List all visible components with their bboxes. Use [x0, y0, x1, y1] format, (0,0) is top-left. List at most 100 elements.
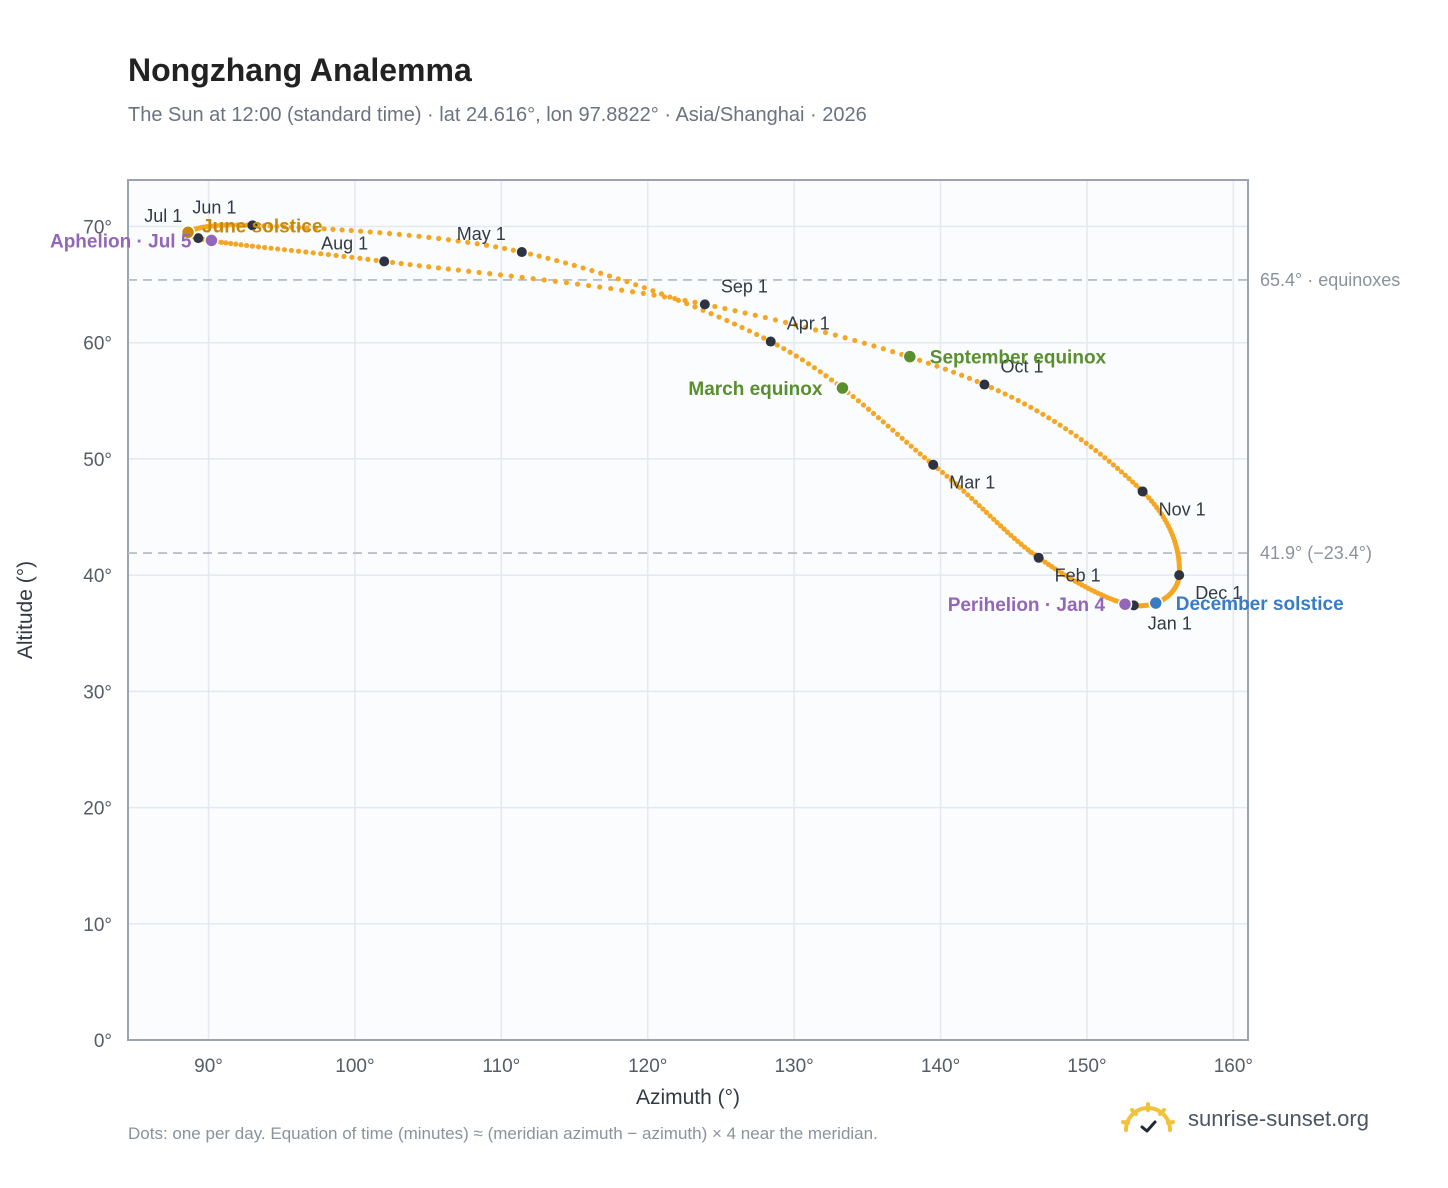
daily-dot: [991, 516, 997, 522]
daily-dot: [615, 276, 621, 282]
daily-dot: [303, 249, 309, 255]
daily-dot: [1097, 451, 1103, 457]
month-label: Sep 1: [721, 276, 768, 296]
daily-dot: [811, 365, 817, 371]
daily-dot: [904, 439, 910, 445]
month-label: Jun 1: [192, 197, 236, 217]
daily-dot: [1088, 444, 1094, 450]
daily-dot: [805, 361, 812, 367]
daily-dot: [1051, 418, 1058, 425]
daily-dot: [667, 294, 673, 300]
daily-dot: [255, 244, 262, 250]
daily-dot: [267, 223, 273, 229]
daily-dot: [761, 335, 767, 341]
daily-dot: [731, 321, 738, 327]
daily-dot: [474, 241, 480, 247]
daily-dot: [1034, 408, 1040, 414]
y-tick-label: 70°: [83, 217, 112, 238]
daily-dot: [890, 348, 896, 355]
daily-dot: [969, 495, 975, 502]
month-marker: [193, 233, 204, 244]
daily-dot: [1114, 465, 1121, 471]
event-label: September equinox: [930, 348, 1107, 369]
month-marker: [1137, 486, 1148, 497]
daily-dot: [563, 280, 570, 286]
daily-dot: [445, 237, 452, 243]
daily-dot: [802, 324, 809, 330]
daily-dot: [682, 297, 688, 304]
daily-dot: [974, 378, 980, 385]
daily-dot: [221, 222, 227, 228]
daily-dot: [1093, 447, 1099, 454]
daily-dot: [295, 248, 302, 254]
daily-dot: [939, 469, 946, 476]
daily-dot: [493, 244, 499, 250]
daily-dot: [828, 377, 835, 383]
daily-dot: [365, 256, 371, 262]
y-tick-label: 40°: [83, 566, 112, 587]
month-label: Jul 1: [144, 206, 182, 226]
daily-dot: [1025, 547, 1031, 553]
x-tick-label: 120°: [628, 1056, 667, 1077]
month-marker: [979, 379, 990, 390]
daily-dot: [386, 230, 393, 237]
daily-dot: [799, 357, 806, 363]
daily-dot: [1057, 422, 1063, 428]
page-subtitle: The Sun at 12:00 (standard time) · lat 2…: [128, 104, 867, 126]
month-label: Aug 1: [321, 233, 368, 253]
brand[interactable]: sunrise-sunset.org: [1120, 1102, 1369, 1136]
daily-dot: [274, 223, 280, 229]
daily-dot: [1002, 391, 1008, 397]
daily-dot: [1022, 544, 1028, 550]
month-label: May 1: [457, 224, 506, 244]
month-marker: [516, 247, 527, 258]
daily-dot: [571, 262, 577, 268]
daily-dot: [994, 520, 1000, 526]
daily-dot: [860, 402, 867, 408]
daily-dot: [855, 398, 861, 404]
daily-dot: [416, 263, 422, 269]
daily-dot: [426, 264, 432, 270]
daily-dot: [597, 284, 603, 290]
daily-dot: [817, 369, 823, 375]
month-label: Feb 1: [1055, 566, 1101, 586]
daily-dot: [536, 253, 542, 259]
daily-dot: [852, 337, 858, 344]
daily-dot: [965, 492, 971, 498]
month-marker: [1033, 552, 1044, 563]
daily-dot: [268, 245, 274, 251]
daily-dot: [541, 277, 547, 283]
daily-dot: [754, 331, 760, 338]
daily-dot: [586, 282, 592, 289]
daily-dot: [823, 373, 829, 379]
daily-dot: [239, 222, 245, 228]
daily-dot: [233, 241, 239, 247]
daily-dot: [598, 270, 604, 276]
daily-dot: [502, 245, 508, 252]
daily-dot: [510, 247, 516, 253]
daily-dot: [218, 239, 224, 245]
daily-dot: [633, 282, 639, 288]
daily-dot: [304, 225, 310, 231]
daily-dot: [367, 229, 373, 235]
daily-dot: [850, 393, 856, 400]
daily-dot: [281, 247, 288, 253]
page-title: Nongzhang Analemma: [128, 52, 472, 88]
daily-dot: [1122, 472, 1128, 478]
daily-dot: [894, 431, 901, 437]
daily-dot: [917, 357, 923, 363]
daily-dot: [455, 238, 461, 244]
daily-dot: [589, 267, 595, 274]
daily-dot: [288, 224, 294, 230]
x-tick-label: 160°: [1214, 1056, 1253, 1077]
daily-dot: [406, 232, 412, 238]
daily-dot: [746, 328, 753, 334]
daily-dot: [1046, 415, 1052, 421]
daily-dot: [296, 224, 302, 231]
daily-dot: [530, 276, 536, 282]
event-label: December solstice: [1176, 594, 1344, 615]
plot-area: [128, 180, 1248, 1040]
daily-dot: [288, 247, 295, 254]
daily-dot: [908, 443, 914, 449]
daily-dot: [574, 281, 581, 287]
